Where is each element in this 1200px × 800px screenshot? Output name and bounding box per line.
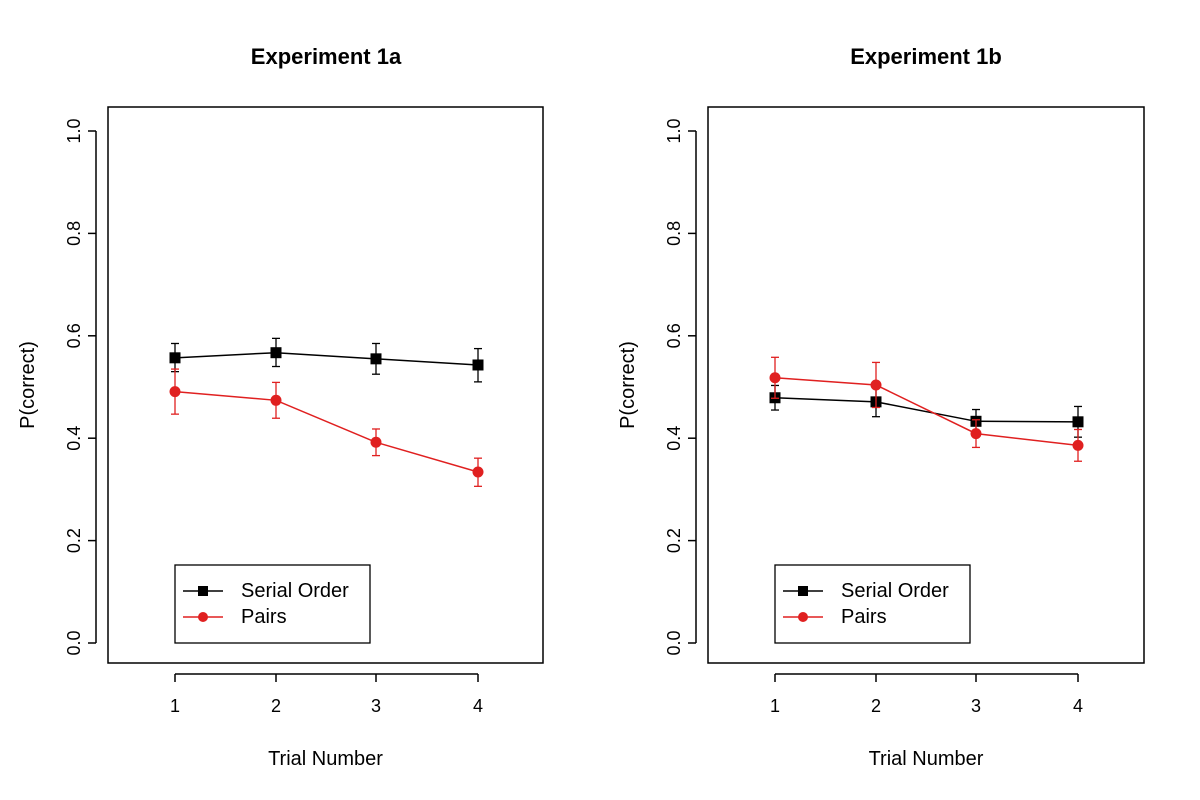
chart-title: Experiment 1a [251, 44, 402, 69]
y-tick-label: 0.0 [664, 630, 684, 655]
legend: Serial Order Pairs [174, 564, 371, 644]
series-line [774, 377, 1079, 447]
y-tick-label: 0.8 [664, 221, 684, 246]
panel-experiment-1b: Experiment 1b 0.0 0.2 0.4 0.6 0.8 1.0 1 2 3 4 Trial… [617, 44, 1145, 770]
legend-marker-circle [798, 612, 808, 622]
y-axis-label: P(correct) [17, 341, 39, 429]
x-axis-label: Trial Number [869, 748, 984, 770]
y-tick-label: 0.2 [664, 528, 684, 553]
data-point-square [1072, 416, 1084, 428]
data-point-square [270, 347, 282, 359]
data-point-square [169, 352, 181, 364]
data-point-square [370, 353, 382, 365]
x-tick-label: 2 [271, 696, 281, 716]
x-axis-label: Trial Number [268, 748, 383, 770]
plot-frame [707, 106, 1145, 664]
legend-marker-square [198, 586, 208, 596]
y-axis-label: P(correct) [617, 341, 639, 429]
x-tick-label: 1 [770, 696, 780, 716]
y-tick-label: 0.2 [64, 528, 84, 553]
y-tick-label: 0.6 [664, 323, 684, 348]
y-tick-label: 1.0 [664, 118, 684, 143]
y-tick-label: 0.8 [64, 221, 84, 246]
data-point-circle [970, 428, 982, 440]
data-point-circle [370, 436, 382, 448]
series-pairs [169, 368, 484, 487]
data-point-circle [472, 466, 484, 478]
data-point-square [472, 359, 484, 371]
y-tick-label: 0.6 [64, 323, 84, 348]
legend: Serial Order Pairs [774, 564, 971, 644]
plot-frame [107, 106, 544, 664]
y-tick-label: 1.0 [64, 118, 84, 143]
legend-label: Pairs [241, 606, 287, 628]
legend-marker-square [798, 586, 808, 596]
x-tick-label: 3 [971, 696, 981, 716]
legend-label: Pairs [841, 606, 887, 628]
x-tick-label: 2 [871, 696, 881, 716]
series-serial-order [169, 337, 484, 383]
data-point-circle [870, 379, 882, 391]
series-pairs [769, 356, 1084, 462]
x-tick-label: 1 [170, 696, 180, 716]
legend-box [774, 564, 971, 644]
series-line [174, 390, 479, 473]
x-tick-label: 4 [1073, 696, 1083, 716]
y-tick-label: 0.4 [664, 426, 684, 451]
series-serial-order [769, 384, 1084, 438]
y-tick-label: 0.4 [64, 426, 84, 451]
legend-box [174, 564, 371, 644]
series-line [774, 397, 1079, 423]
y-tick-label: 0.0 [64, 630, 84, 655]
data-point-circle [769, 372, 781, 384]
legend-label: Serial Order [841, 580, 949, 602]
x-tick-label: 3 [371, 696, 381, 716]
panel-experiment-1a: Experiment 1a 0.0 0.2 0.4 0.6 0.8 1.0 1 2 3 4 Trial… [17, 44, 544, 770]
series-line [174, 351, 479, 366]
legend-marker-circle [198, 612, 208, 622]
x-tick-label: 4 [473, 696, 483, 716]
data-point-circle [169, 386, 181, 398]
data-point-circle [1072, 439, 1084, 451]
chart-title: Experiment 1b [850, 44, 1002, 69]
data-point-circle [270, 394, 282, 406]
legend-label: Serial Order [241, 580, 349, 602]
